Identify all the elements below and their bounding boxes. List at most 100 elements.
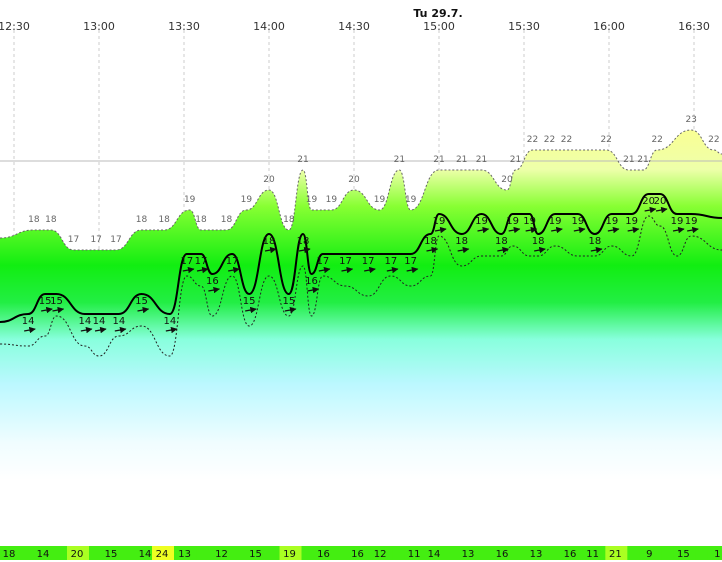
strip-cell [313,546,336,560]
strip-label: 13 [530,549,543,560]
mean-wind-label: 19 [523,216,536,227]
wind-arrow [182,266,195,274]
mean-wind-label: 18 [455,236,468,247]
gust-label: 18 [136,215,148,225]
wind-arrow [341,266,354,274]
lull-line [0,215,722,357]
wind-arrow [551,226,563,234]
strip-label: 15 [105,549,118,560]
strip-cell [101,546,123,560]
gust-label: 21 [476,155,487,165]
x-tick-label: 16:00 [593,20,625,33]
strip-label: 20 [71,549,84,560]
x-tick-label: 13:00 [83,20,115,33]
gust-label: 18 [158,215,170,225]
mean-wind-label: 14 [112,316,125,327]
gust-label: 17 [68,235,79,245]
gust-label: 21 [297,155,308,165]
strip-label: 21 [609,549,622,560]
wind-arrow [318,266,331,274]
strip-cell [560,546,582,560]
mean-wind-label: 18 [297,236,310,247]
mean-wind-label: 14 [22,316,35,327]
wind-arrow [298,246,311,254]
strip-cell [211,546,234,560]
wind-arrow [406,266,419,274]
strip-cell [526,546,548,560]
x-tick-label: 14:30 [338,20,370,33]
wind-arrow [264,246,277,254]
wind-arrow [245,306,257,314]
strip-label: 1 [714,549,720,560]
strip-cell [605,546,628,560]
mean-wind-label: 17 [180,256,193,267]
strip-label: 18 [3,549,16,560]
strip-cell [404,546,427,560]
mean-wind-label: 19 [625,216,638,227]
strip-cell [370,546,393,560]
wind-arrow [655,206,668,214]
gust-label: 20 [501,175,513,185]
gust-label: 19 [405,195,417,205]
strip-cell [279,546,302,560]
strip-label: 11 [408,549,421,560]
gust-label: 20 [263,175,275,185]
mean-wind-label: 17 [404,256,417,267]
wind-arrow [208,286,220,294]
mean-wind-label: 16 [206,276,219,287]
wind-arrow [284,306,297,314]
strip-cell [424,546,446,560]
gust-label: 19 [241,195,253,205]
mean-wind-label: 14 [163,316,176,327]
strip-label: 9 [646,549,652,560]
x-tick-label: 13:30 [168,20,200,33]
mean-wind-label: 18 [532,236,545,247]
mean-wind-label: 19 [549,216,562,227]
gust-label: 22 [651,135,662,145]
strip-label: 14 [139,549,152,560]
strip-label: 16 [496,549,509,560]
strip-label: 15 [677,549,690,560]
mean-wind-label: 14 [78,316,91,327]
mean-wind-label: 16 [305,276,318,287]
wind-arrow [477,226,490,234]
mean-wind-label: 18 [495,236,508,247]
wind-arrow [426,246,439,254]
wind-arrow [80,326,93,334]
gust-label: 19 [326,195,338,205]
mean-wind-label: 19 [671,216,684,227]
mean-wind-label: 19 [433,216,446,227]
gust-label: 22 [708,135,719,145]
strip-label: 12 [215,549,228,560]
strip-label: 24 [156,549,169,560]
wind-arrow [607,226,620,234]
vertical-gridlines [13,30,695,545]
mean-wind-label: 17 [339,256,352,267]
wind-arrow [52,306,65,314]
gust-label: 18 [28,215,40,225]
mean-wind-label: 17 [195,256,208,267]
mean-wind-label: 14 [93,316,106,327]
strip-cell [67,546,89,560]
gust-label: 22 [544,135,555,145]
strip-cell [174,546,197,560]
bottom-color-strip: 18 14 20 15 14 24 13 12 15 19 16 16 12 11 14 13 16 13 16 11… [0,546,722,560]
strip-label: 11 [586,549,599,560]
wind-arrow [114,326,127,334]
mean-wind-label: 15 [135,296,148,307]
x-tick-label: 15:00 [423,20,455,33]
mean-wind-label: 19 [571,216,584,227]
gust-label: 17 [110,235,121,245]
mean-wind-label: 15 [243,296,256,307]
wind-arrow [364,266,376,274]
gust-label: 21 [623,155,634,165]
mean-wind-label: 15 [50,296,63,307]
mean-wind-label: 20 [654,196,667,207]
mean-wind-line [0,192,722,323]
wind-arrow [94,326,107,334]
wind-arrow [386,266,399,274]
wind-arrow [590,246,603,254]
